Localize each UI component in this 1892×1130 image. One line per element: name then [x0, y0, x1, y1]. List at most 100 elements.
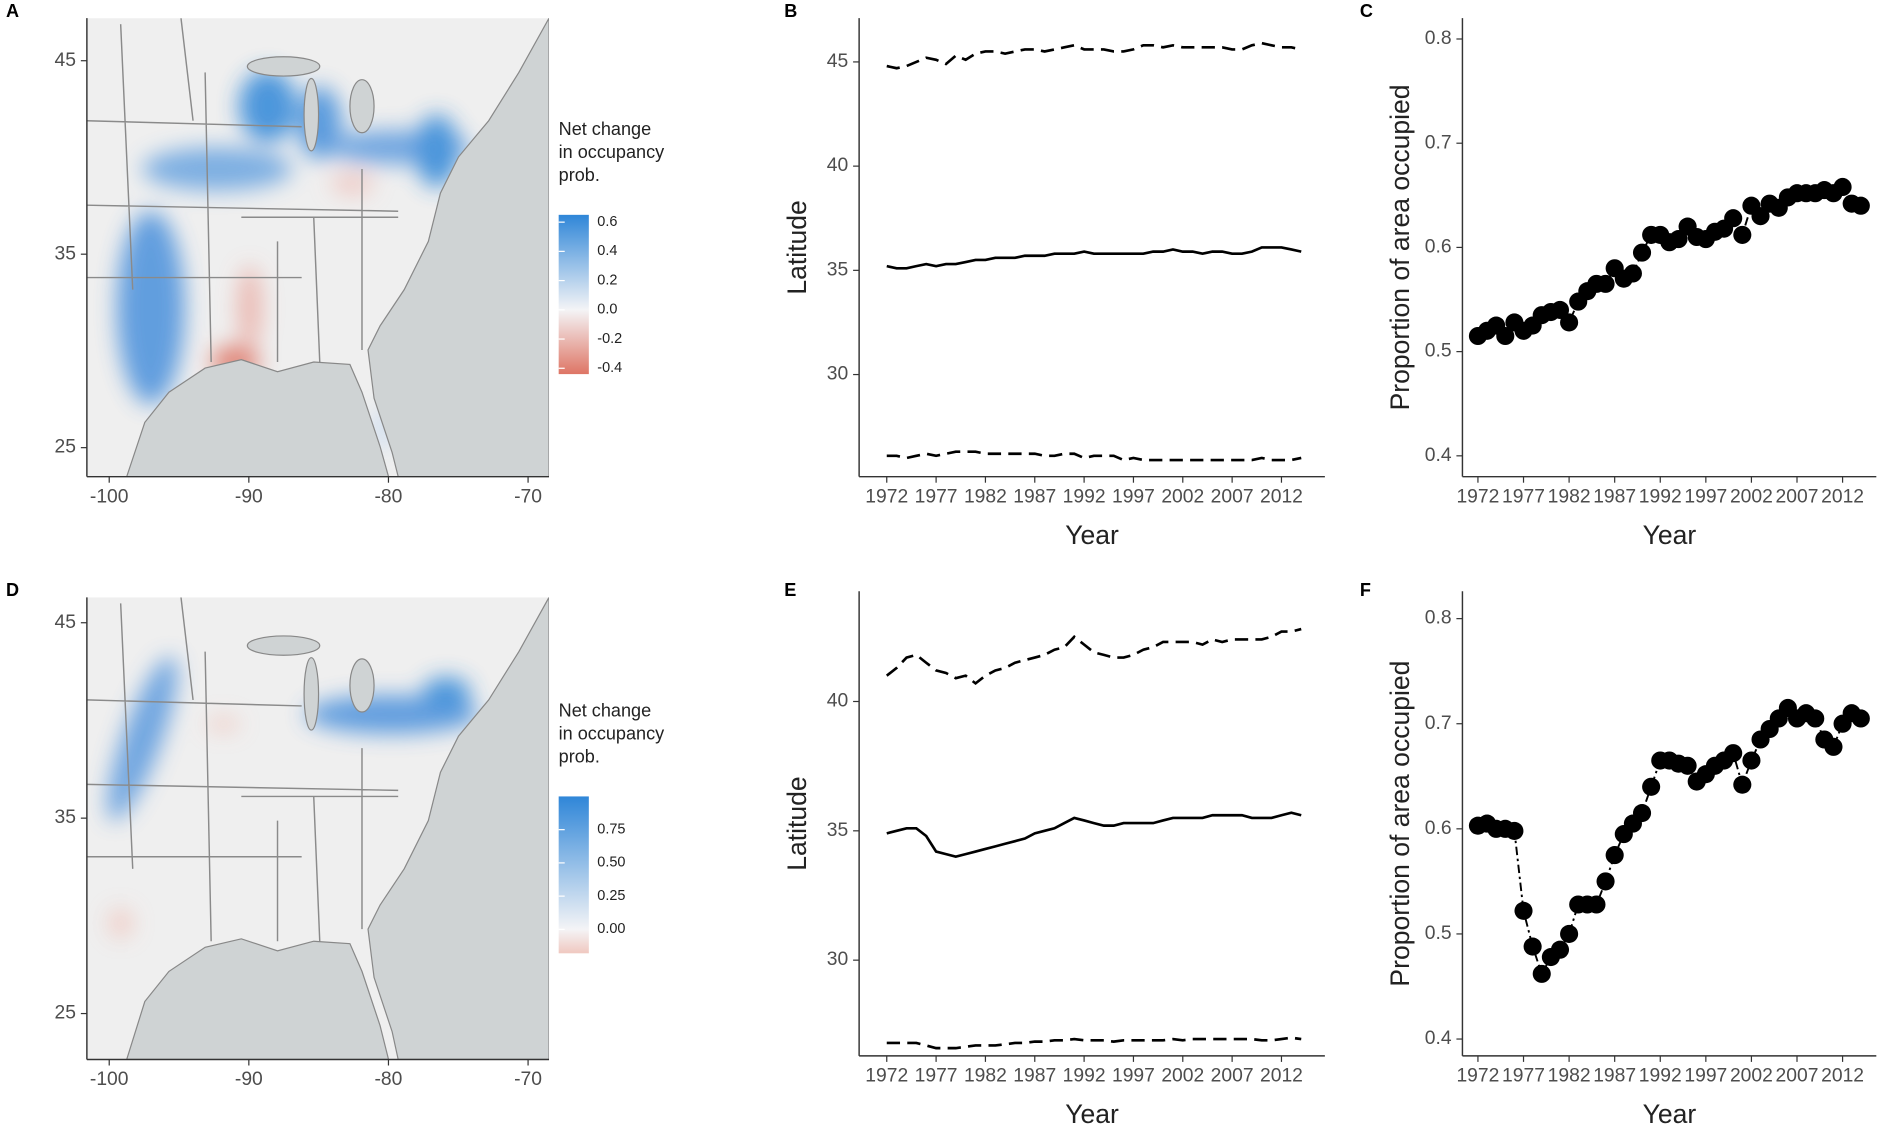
x-tick-label: 1987 — [1593, 486, 1636, 507]
x-axis-title: Year — [1643, 520, 1697, 550]
point — [1833, 177, 1852, 197]
y-tick-label: 35 — [55, 243, 76, 264]
x-tick-label: 2012 — [1260, 1065, 1303, 1086]
x-tick-label: 2012 — [1821, 1065, 1864, 1086]
point — [1632, 243, 1652, 262]
point — [1523, 937, 1542, 956]
line — [886, 1036, 1302, 1050]
point — [1550, 300, 1570, 319]
colorbar-label: 0.4 — [597, 243, 617, 259]
connector — [1477, 706, 1862, 977]
y-tick-label: 0.6 — [1425, 818, 1452, 839]
x-tick-label: -100 — [90, 1069, 129, 1090]
x-tick-label: 2007 — [1211, 1065, 1254, 1086]
legend-title: Net change — [559, 119, 651, 139]
x-tick-label: 2007 — [1776, 486, 1819, 507]
x-tick-label: 2002 — [1730, 1065, 1773, 1086]
point — [1560, 313, 1579, 332]
map-a — [86, 18, 550, 477]
x-tick-label: 2007 — [1776, 1065, 1819, 1086]
x-tick-label: 1992 — [1063, 1065, 1106, 1086]
colorbar-label: 0.00 — [597, 921, 625, 937]
y-tick-label: 0.7 — [1425, 132, 1452, 153]
x-tick-label: -90 — [235, 486, 263, 507]
colorbar — [558, 214, 589, 375]
x-tick-label: 2007 — [1211, 486, 1254, 507]
x-tick-label: 1997 — [1112, 1065, 1155, 1086]
line — [885, 627, 1302, 686]
point — [1678, 756, 1697, 775]
y-tick-label: 45 — [55, 50, 76, 71]
colorbar-label: 0.25 — [597, 888, 625, 904]
y-tick-label: 35 — [827, 820, 848, 841]
y-tick-label: 0.6 — [1425, 237, 1452, 258]
point — [1632, 804, 1652, 823]
y-tick-label: 30 — [827, 949, 848, 970]
y-tick-label: 0.4 — [1425, 445, 1452, 466]
x-tick-label: 1977 — [1502, 1065, 1545, 1086]
x-tick-label: 1982 — [964, 486, 1007, 507]
y-tick-label: 45 — [55, 612, 76, 633]
y-tick-label: 35 — [55, 807, 76, 828]
point — [1623, 264, 1642, 283]
point — [1851, 709, 1870, 728]
panel-label: E — [784, 580, 796, 600]
x-tick-label: 1992 — [1639, 486, 1682, 507]
x-tick-label: 1972 — [865, 1065, 908, 1086]
point — [1605, 846, 1624, 865]
y-tick-label: 25 — [55, 1003, 76, 1024]
x-tick-label: 2012 — [1821, 486, 1864, 507]
legend-title: prob. — [559, 165, 600, 185]
x-axis-title: Year — [1065, 520, 1119, 550]
point — [1851, 196, 1870, 215]
x-axis-title: Year — [1065, 1099, 1119, 1129]
point — [1514, 901, 1533, 920]
colorbar — [558, 796, 589, 954]
x-tick-label: 1982 — [1548, 1065, 1591, 1086]
y-axis-title: Latitude — [782, 776, 812, 870]
point — [1724, 744, 1743, 763]
y-tick-label: 0.8 — [1425, 28, 1452, 49]
x-tick-label: 2012 — [1260, 486, 1303, 507]
y-axis-title: Proportion of area occupied — [1385, 84, 1415, 410]
x-tick-label: 1997 — [1684, 1065, 1727, 1086]
y-tick-label: 30 — [827, 364, 848, 385]
point — [1587, 895, 1606, 914]
point — [1550, 940, 1570, 959]
line — [886, 811, 1302, 859]
x-tick-label: -70 — [514, 1069, 542, 1090]
x-axis-title: Year — [1643, 1099, 1697, 1129]
point — [1596, 872, 1615, 891]
point — [1733, 775, 1752, 794]
x-tick-label: 1982 — [1548, 486, 1591, 507]
line — [886, 41, 1302, 70]
legend-title: Net change — [559, 701, 651, 721]
x-tick-label: 1982 — [964, 1065, 1007, 1086]
colorbar-label: 0.0 — [597, 302, 617, 318]
line — [886, 246, 1302, 270]
x-tick-label: 1972 — [1456, 1065, 1499, 1086]
line — [886, 450, 1302, 462]
panel-label: B — [784, 1, 797, 21]
panel-label: A — [6, 1, 19, 21]
panel-label: C — [1360, 1, 1373, 21]
panel-label: F — [1360, 580, 1371, 600]
point — [1505, 821, 1524, 840]
point — [1742, 751, 1761, 770]
x-tick-label: 1987 — [1593, 1065, 1636, 1086]
point — [1733, 225, 1752, 244]
x-tick-label: 1972 — [1456, 486, 1499, 507]
colorbar-label: 0.50 — [597, 855, 625, 871]
colorbar-label: -0.2 — [597, 331, 622, 347]
x-tick-label: 1992 — [1639, 1065, 1682, 1086]
colorbar-label: 0.2 — [597, 272, 617, 288]
point — [1824, 737, 1843, 756]
y-tick-label: 0.5 — [1425, 923, 1452, 944]
panel-label: D — [6, 580, 19, 600]
colorbar-label: 0.75 — [597, 821, 625, 837]
x-tick-label: 1972 — [865, 486, 908, 507]
point — [1806, 709, 1825, 728]
y-tick-label: 25 — [55, 437, 76, 458]
x-tick-label: -100 — [90, 486, 129, 507]
